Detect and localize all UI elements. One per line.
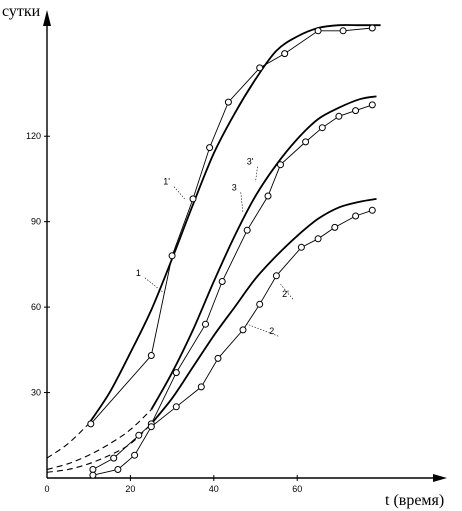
series-2-point [352,212,360,220]
series-3-observed-line [92,104,373,470]
series-3-point [318,124,326,132]
series-2-point [172,403,180,411]
series-2-point [331,223,339,231]
series-3prime-smooth-line [150,95,377,411]
series-3-point [202,320,209,328]
y-tick-label: 90 [31,217,41,227]
series-3-point [243,226,251,234]
series-2-point [297,243,305,251]
series-3-point [335,112,343,120]
curve-label-leader [173,186,185,200]
series-3-point [368,101,376,109]
series-2-point [256,300,264,308]
series-2prime-smooth-line [150,198,377,425]
curve-label: 2 [269,326,274,336]
series-2-point [214,354,222,362]
x-tick-label: 20 [125,484,135,494]
series-1-point [168,252,176,260]
x-tick-label: 40 [209,484,219,494]
curve-labels: 1 1' 3' 3 2' 2 [136,157,294,337]
series-2-point [197,383,205,391]
curve-label: 1' [163,177,170,187]
axes: 0 20 40 60 30 60 90 120 [26,10,447,494]
curve-label-leader [255,166,258,182]
curve-label: 2' [282,289,289,299]
curve-label-leader [247,323,279,337]
series-1-observed-line [90,27,373,425]
curve-label: 3 [232,182,237,192]
series-3-point [135,431,143,439]
series-1-point [224,98,232,106]
series-3-point [264,192,272,200]
curve-label-leader [280,284,294,300]
series-3-point [352,107,360,115]
y-tick-label: 120 [26,131,41,141]
series-2-ext-dashed-line [46,423,152,473]
series-1-point [206,144,214,152]
series-3-point [110,454,118,462]
series-3-point [218,278,226,285]
curve-label-leader [144,277,164,294]
y-axis-arrow-icon [43,10,51,26]
series-2-point [314,235,322,243]
series-2-point [239,326,247,334]
y-tick-label: 30 [31,388,41,398]
series-3-point [302,138,310,146]
series-1-point [87,420,95,428]
y-axis-title: сутки [2,3,41,20]
series-2-point [272,272,280,280]
series-2-point [131,451,139,459]
series-1prime-smooth-line [87,24,381,425]
series-1-point [339,27,347,35]
series-1-ext-dashed-line [46,423,90,459]
series-1-point [314,27,322,35]
series-3-point [89,466,97,473]
x-axis-title: t (время) [385,492,444,509]
curve-label: 3' [247,157,254,167]
series-2-point [89,471,97,479]
series-3-ext-dashed-line [46,409,152,471]
curve-label: 1 [136,268,141,278]
series-1-point [189,195,197,203]
points [87,24,376,479]
x-tick-label: 60 [292,484,302,494]
series-1-point [368,24,376,32]
y-tick-label: 60 [31,302,41,312]
series-1-point [281,50,289,58]
series-2-point [147,423,155,431]
series-3-point [172,369,180,377]
curves [46,24,381,476]
x-tick-label: 0 [44,484,49,494]
x-axis-arrow-icon [433,474,447,482]
series-2-point [114,466,122,473]
series-3-point [277,161,284,169]
series-1-point [256,64,264,72]
series-2-point [368,206,376,214]
series-1-point [147,352,155,359]
curve-label-leader [240,192,244,214]
